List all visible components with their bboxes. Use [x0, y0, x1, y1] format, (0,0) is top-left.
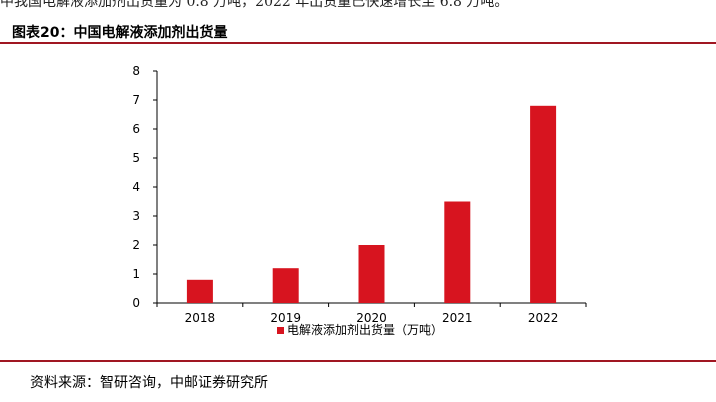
x-tick-label: 2021 — [442, 311, 473, 325]
bar-chart: 0 1 2 3 4 5 6 7 8 2018 2019 2020 2021 2022 电解液添加剂出货量（万… — [132, 64, 587, 337]
y-tick-label: 1 — [132, 267, 140, 281]
y-tick-label: 8 — [132, 64, 140, 78]
preceding-text-line: 中我国电解液添加剂出货量为 0.8 万吨，2022 年出货量已快速增长至 6.8… — [0, 0, 509, 10]
x-tick-label: 2018 — [185, 311, 216, 325]
y-tick-label: 5 — [132, 151, 140, 165]
bar-2019 — [272, 268, 299, 303]
legend-swatch — [277, 327, 284, 334]
y-tick-label: 2 — [132, 238, 140, 252]
bar-2022 — [530, 105, 557, 303]
x-tick-label: 2019 — [270, 311, 301, 325]
source-divider — [0, 360, 716, 362]
y-tick-label: 6 — [132, 122, 140, 136]
bar-2020 — [358, 245, 385, 303]
legend-label: 电解液添加剂出货量（万吨） — [287, 322, 443, 337]
figure-title: 图表20：中国电解液添加剂出货量 — [12, 25, 228, 41]
title-divider — [0, 42, 716, 44]
x-tick-label: 2022 — [528, 311, 559, 325]
x-tick-label: 2020 — [356, 311, 387, 325]
source-note: 资料来源：智研咨询，中邮证券研究所 — [30, 375, 268, 391]
y-tick-label: 4 — [132, 180, 140, 194]
y-tick-label: 7 — [132, 93, 140, 107]
y-tick-label: 3 — [132, 209, 140, 223]
bar-2018 — [186, 279, 213, 303]
y-tick-label: 0 — [132, 296, 140, 310]
bar-2021 — [444, 201, 471, 303]
